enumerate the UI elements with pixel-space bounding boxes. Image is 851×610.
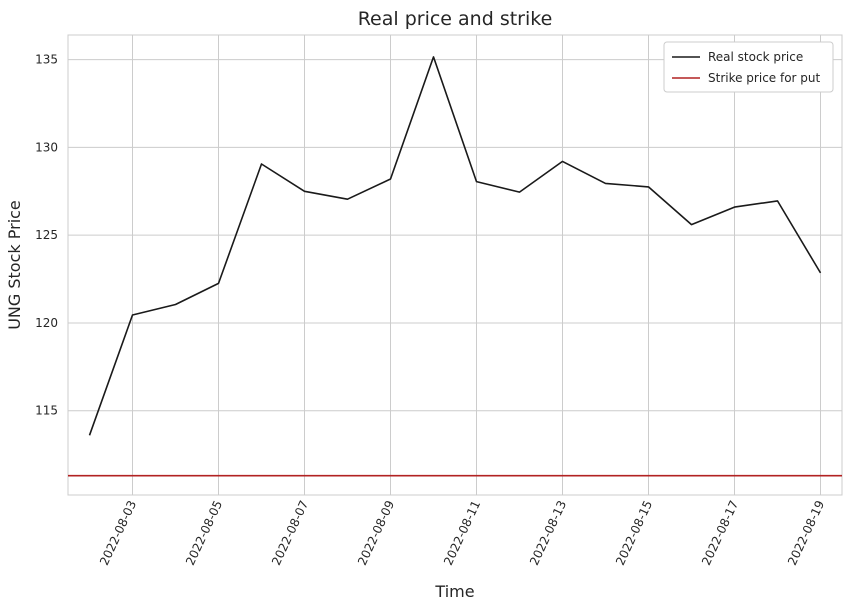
- legend: Real stock price Strike price for put: [663, 41, 834, 93]
- y-tick-label: 120: [35, 316, 58, 330]
- grid: [68, 35, 842, 495]
- y-tick-label: 130: [35, 140, 58, 154]
- legend-box: [663, 41, 834, 93]
- y-axis-title: UNG Stock Price: [5, 200, 24, 330]
- plot-area: [67, 34, 843, 496]
- chart-title: Real price and strike: [358, 8, 553, 30]
- series-layer: [68, 56, 842, 477]
- y-tick-label: 125: [35, 228, 58, 242]
- y-tick-label: 115: [35, 404, 58, 418]
- series-line-real-stock-price: [88, 56, 822, 436]
- x-axis-title: Time: [434, 582, 474, 601]
- legend-label: Strike price for put: [708, 71, 821, 85]
- y-tick-label: 135: [35, 53, 58, 67]
- legend-label: Real stock price: [708, 50, 803, 64]
